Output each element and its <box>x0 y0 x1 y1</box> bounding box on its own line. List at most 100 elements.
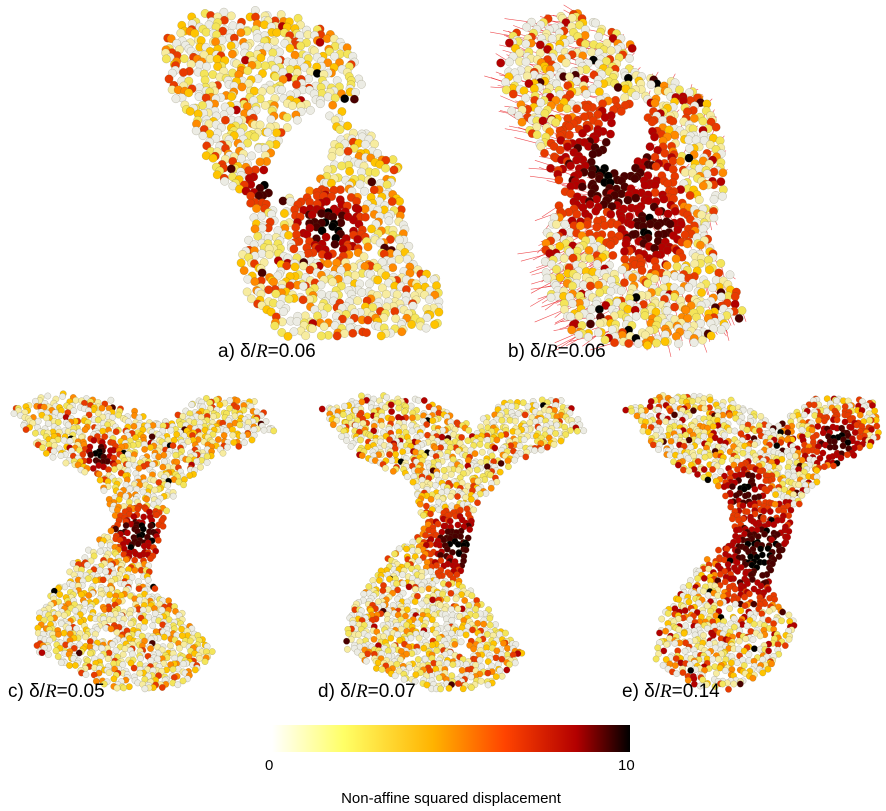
particle <box>296 41 306 51</box>
particle <box>139 525 147 533</box>
particle <box>493 436 501 444</box>
particle <box>587 170 597 179</box>
particle <box>465 426 473 434</box>
particle <box>698 181 708 191</box>
particle <box>551 220 561 229</box>
particle <box>289 244 299 254</box>
particle <box>148 433 156 441</box>
particle <box>557 437 565 445</box>
particle <box>447 470 455 478</box>
particle <box>696 240 705 250</box>
particle <box>180 660 187 668</box>
particle <box>661 274 670 284</box>
particle <box>257 87 267 97</box>
particle <box>592 222 602 232</box>
particle <box>365 583 373 591</box>
particle <box>282 123 292 133</box>
particle <box>319 322 329 331</box>
particle <box>305 105 315 115</box>
particle <box>188 401 196 409</box>
particle <box>220 431 228 439</box>
particle <box>407 320 417 329</box>
particle <box>395 196 405 206</box>
particle <box>462 493 470 501</box>
particle <box>96 547 104 555</box>
particle <box>323 251 333 261</box>
particle <box>335 125 345 134</box>
particle <box>674 339 683 349</box>
particle <box>169 492 177 500</box>
particle <box>367 177 377 187</box>
particle <box>236 258 246 268</box>
particle <box>227 92 237 102</box>
particle <box>560 219 570 229</box>
particle <box>328 277 338 287</box>
particle <box>347 442 355 450</box>
particle <box>269 277 279 287</box>
particle <box>141 685 149 693</box>
particle <box>82 671 90 678</box>
particle <box>270 427 278 435</box>
particle <box>671 254 681 264</box>
particle <box>140 513 148 521</box>
particle <box>60 611 68 619</box>
panel-c-particle-network <box>10 390 278 693</box>
particle <box>260 100 270 110</box>
particle <box>171 94 181 104</box>
particle <box>386 451 393 458</box>
particle <box>440 522 448 530</box>
particle <box>144 576 152 584</box>
particle <box>379 587 387 595</box>
particle <box>601 137 611 147</box>
particle <box>630 174 640 184</box>
particle <box>278 75 288 84</box>
particle <box>243 138 253 148</box>
particle <box>585 281 595 291</box>
particle <box>280 38 290 48</box>
particle <box>607 118 616 128</box>
particle <box>134 540 142 548</box>
particle <box>668 116 678 126</box>
particle <box>578 128 587 138</box>
particle <box>709 213 719 223</box>
particle <box>360 212 370 222</box>
particle <box>631 193 641 203</box>
particle <box>592 259 602 269</box>
particle <box>606 209 616 219</box>
particle <box>447 492 455 500</box>
particle <box>99 576 107 584</box>
particle <box>676 156 685 166</box>
particle <box>430 320 440 330</box>
particle <box>122 492 130 500</box>
particle <box>201 658 209 666</box>
particle <box>260 61 270 71</box>
particle <box>64 421 72 429</box>
particle <box>452 595 460 603</box>
particle <box>650 132 659 142</box>
particle <box>594 280 604 290</box>
particle <box>262 42 272 52</box>
particle <box>566 161 576 171</box>
particle <box>255 157 265 167</box>
particle <box>110 675 118 683</box>
particle <box>633 338 643 348</box>
particle <box>330 51 340 61</box>
particle <box>439 590 447 598</box>
particle <box>31 429 39 437</box>
particle <box>226 11 236 21</box>
particle <box>147 444 155 451</box>
particle <box>291 80 301 90</box>
particle <box>112 428 120 436</box>
particle <box>665 219 675 229</box>
particle <box>166 642 174 650</box>
particle <box>685 191 695 200</box>
particle <box>521 411 529 419</box>
particle <box>647 117 657 127</box>
particle <box>225 106 235 116</box>
particle <box>228 21 238 31</box>
particle <box>151 585 159 593</box>
particle <box>104 655 112 663</box>
particle <box>97 541 105 548</box>
particle <box>718 168 728 178</box>
particle <box>95 470 103 478</box>
